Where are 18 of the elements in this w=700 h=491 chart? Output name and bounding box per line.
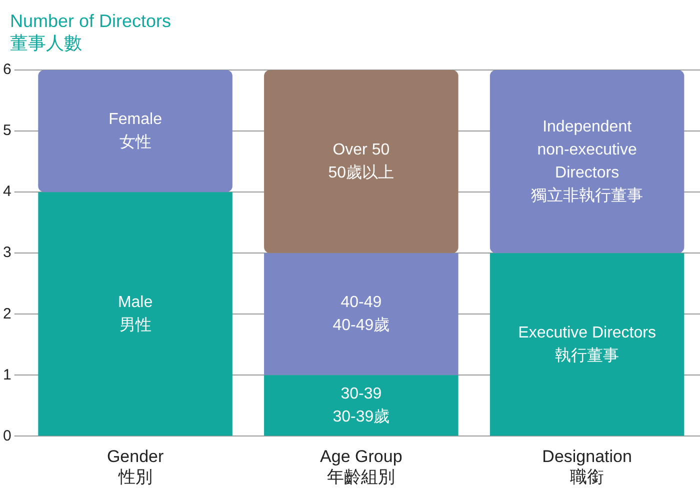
series-label: Executive Directors 執行董事 bbox=[518, 324, 656, 364]
y-tick-label: 5 bbox=[3, 122, 12, 140]
series-label: 30-39 30-39歲 bbox=[332, 385, 390, 426]
series-label: Independent non-executive Directors 獨立非執行董事 bbox=[531, 118, 644, 204]
y-tick-label: 2 bbox=[3, 305, 12, 322]
y-axis-title: Number of Directors 董事人數 bbox=[10, 10, 172, 54]
series-label: Male 男性 bbox=[118, 294, 153, 334]
y-tick-label: 6 bbox=[3, 61, 12, 78]
x-tick-label: Age Group 年齡組別 bbox=[320, 447, 402, 486]
y-tick-label: 4 bbox=[3, 183, 12, 200]
y-tick-label: 1 bbox=[3, 366, 12, 384]
series-label: Female 女性 bbox=[108, 110, 162, 151]
y-tick-label: 0 bbox=[3, 427, 12, 444]
x-tick-label: Designation 職銜 bbox=[542, 447, 632, 486]
x-tick-label: Gender 性別 bbox=[106, 447, 164, 486]
series-label: 40-49 40-49歲 bbox=[332, 294, 390, 334]
series-label: Over 50 50歲以上 bbox=[328, 141, 394, 182]
y-tick-label: 3 bbox=[3, 244, 12, 262]
